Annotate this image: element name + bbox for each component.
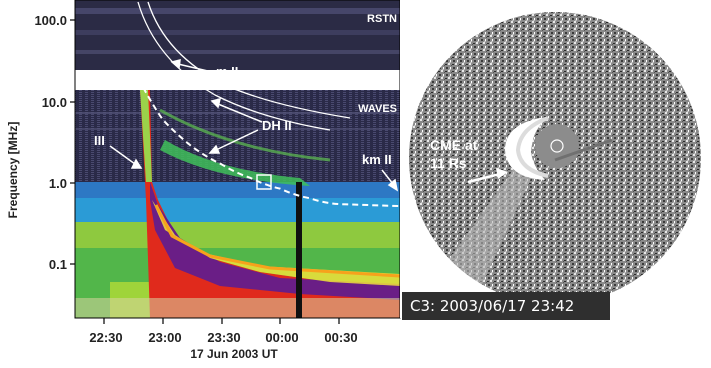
iii-label: III (94, 133, 105, 148)
marker-square (256, 174, 272, 190)
x-tick-2300: 23:00 (148, 330, 181, 345)
pylon (554, 138, 613, 162)
occulter (535, 124, 579, 168)
dh-ii-label: DH II (262, 118, 292, 133)
x-tick-2330: 23:30 (207, 330, 240, 345)
cme-label-line1: CME at (430, 137, 478, 153)
m-ii-label: m II (216, 64, 238, 79)
data-gap (75, 70, 400, 90)
y-tick-1: 1.0 (49, 176, 67, 191)
c3-timestamp-caption: C3: 2003/06/17 23:42 (402, 292, 610, 320)
cme-front (505, 118, 548, 180)
waves-label: WAVES (358, 103, 397, 115)
data-gap-stripe (296, 182, 302, 318)
x-tick-0030: 00:30 (324, 330, 357, 345)
annotation-arrows (109, 59, 399, 192)
km-ii-label: km II (362, 152, 392, 167)
rstn-label: RSTN (367, 13, 397, 25)
coronagraph-image: CME at 11 Rs (400, 0, 711, 318)
m-ii-curve-2 (147, 1, 351, 119)
km-ii-fit-curve (142, 86, 400, 208)
x-axis (103, 318, 340, 324)
y-tick-100: 100.0 (34, 13, 67, 28)
y-axis-label: Frequency [MHz] (6, 122, 20, 219)
x-tick-2230: 22:30 (89, 330, 122, 345)
y-tick-0.1: 0.1 (49, 257, 67, 272)
y-tick-10: 10.0 (42, 95, 67, 110)
dynamic-spectrum-panel (75, 0, 400, 318)
y-axis (70, 19, 75, 265)
cme-label-line2: 11 Rs (430, 155, 467, 171)
cme-arrow (496, 168, 508, 179)
sun-disk-outline (550, 139, 564, 153)
x-axis-label: 17 Jun 2003 UT (190, 347, 278, 361)
x-tick-0000: 00:00 (265, 330, 298, 345)
m-ii-curve-1 (137, 1, 331, 131)
